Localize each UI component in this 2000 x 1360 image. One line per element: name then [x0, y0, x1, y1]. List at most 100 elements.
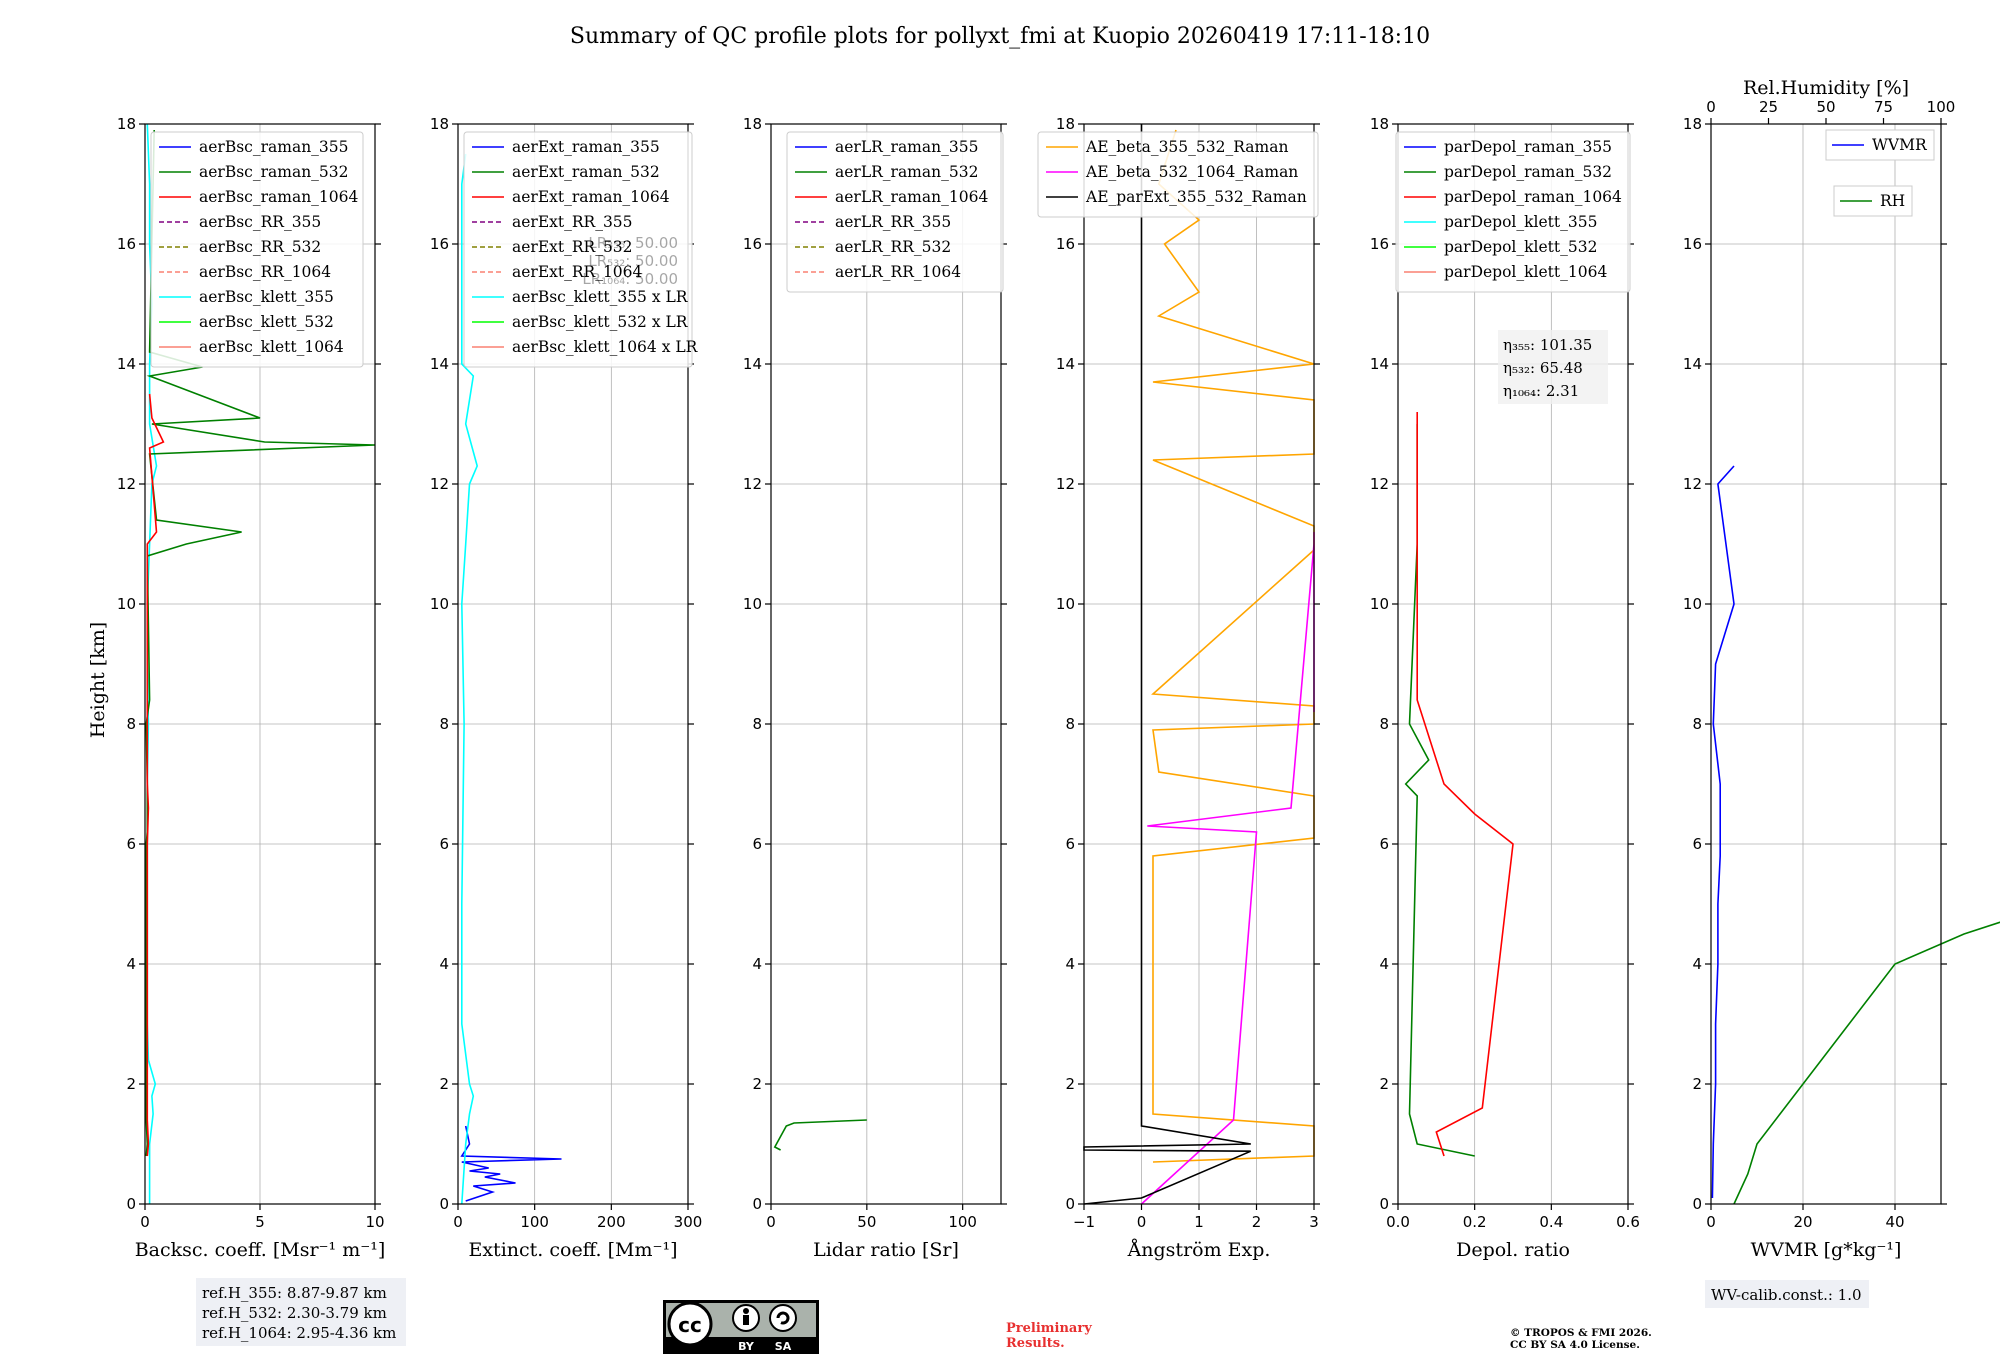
x-axis-label: Depol. ratio [1456, 1239, 1570, 1261]
ref-heights-box: ref.H_355: 8.87-9.87 km ref.H_532: 2.30-… [196, 1278, 406, 1346]
legend-label-aerbsc-klett-355-x-lr: aerBsc_klett_355 x LR [512, 288, 689, 306]
y-tick-label: 14 [1683, 355, 1702, 373]
y-tick-label: 4 [439, 955, 449, 973]
x-tick-label: 5 [255, 1213, 265, 1231]
x-tick-label: 50 [857, 1213, 876, 1231]
eta-label: η₅₃₂: 65.48 [1503, 359, 1583, 377]
y-tick-label: 18 [117, 115, 136, 133]
eta-label: η₁₀₆₄: 2.31 [1503, 382, 1579, 400]
legend-label-aerbsc-klett-1064: aerBsc_klett_1064 [199, 338, 344, 356]
y-tick-label: 14 [1370, 355, 1389, 373]
panel-extinction: 0 100 200 300 0 2 4 6 8 10 12 14 16 18 Extinct. coeff.… [430, 115, 702, 1261]
ref-height-355: ref.H_355: 8.87-9.87 km [202, 1284, 387, 1302]
legend-label-aerbsc-raman-532: aerBsc_raman_532 [199, 163, 349, 181]
x-tick-label: 0 [140, 1213, 150, 1231]
x-tick-label: 0.2 [1463, 1213, 1487, 1231]
legend-label-ae-beta-355-532-raman: AE_beta_355_532_Raman [1085, 138, 1288, 156]
legend-box [1037, 131, 1319, 218]
by-person-head [743, 1308, 749, 1314]
lr-label: LR₃₅₅: 50.00 [588, 234, 678, 252]
y-tick-label: 0 [1692, 1195, 1702, 1213]
copyright-line-1: © TROPOS & FMI 2026. [1510, 1327, 1652, 1339]
y-tick-label: 4 [126, 955, 136, 973]
y-tick-label: 10 [1370, 595, 1389, 613]
legend-label-aerext-rr-1064: aerExt_RR_1064 [512, 263, 643, 281]
ref-height-1064: ref.H_1064: 2.95-4.36 km [202, 1324, 396, 1342]
legend-label-aerbsc-raman-355: aerBsc_raman_355 [199, 138, 349, 156]
panel-water_vapor: 0 20 40 0 2 4 6 8 10 12 14 16 18 WVMR [g*kg⁻¹] 0 25 50 75… [1683, 77, 2000, 1261]
y-tick-label: 10 [117, 595, 136, 613]
panel-depolarization: 0.0 0.2 0.4 0.6 0 2 4 6 8 10 12 14 16 18 Depol. ratio p… [1370, 115, 1640, 1261]
figure-title: Summary of QC profile plots for pollyxt_… [570, 24, 1430, 49]
series-aerext-raman-355 [460, 1125, 562, 1202]
y-tick-label: 18 [743, 115, 762, 133]
x-tick-label: 0 [1706, 1213, 1716, 1231]
badge-sa-text: SA [775, 1340, 792, 1353]
axes-frame [770, 123, 1002, 1205]
legend-label-aerbsc-rr-532: aerBsc_RR_532 [199, 238, 321, 256]
x-axis-label: WVMR [g*kg⁻¹] [1751, 1239, 1902, 1261]
legend-label-aerext-raman-1064: aerExt_raman_1064 [512, 188, 670, 206]
y-tick-label: 0 [1379, 1195, 1389, 1213]
y-tick-label: 12 [1056, 475, 1075, 493]
y-tick-label: 14 [1056, 355, 1075, 373]
y-tick-label: 4 [1065, 955, 1075, 973]
x2-axis-label: Rel.Humidity [%] [1743, 77, 1909, 99]
legend-label-aerbsc-raman-1064: aerBsc_raman_1064 [199, 188, 359, 206]
x2-tick-label: 0 [1706, 98, 1716, 116]
y-tick-label: 10 [1056, 595, 1075, 613]
cc-icon-text: cc [678, 1313, 702, 1337]
y-tick-label: 18 [1683, 115, 1702, 133]
y-tick-label: 14 [430, 355, 449, 373]
legend-label-aerlr-raman-1064: aerLR_raman_1064 [835, 188, 988, 206]
y-axis-label: Height [km] [87, 622, 109, 738]
legend-label-aerext-raman-532: aerExt_raman_532 [512, 163, 660, 181]
lr-label: LR₁₀₆₄: 50.00 [582, 270, 678, 288]
x-tick-label: −1 [1073, 1213, 1095, 1231]
series-wvmr [1711, 465, 1735, 1199]
y-tick-label: 10 [1683, 595, 1702, 613]
series-ae-beta-532-1064-raman [1140, 532, 1315, 1205]
x-tick-label: 0.6 [1616, 1213, 1640, 1231]
wv-calib-box: WV-calib.const.: 1.0 [1705, 1280, 1869, 1308]
y-tick-label: 6 [1065, 835, 1075, 853]
legend-label-pardepol-raman-355: parDepol_raman_355 [1444, 138, 1612, 156]
preliminary-label-1: Preliminary [1006, 1321, 1092, 1336]
legend-label-ae-parext-355-532-raman: AE_parExt_355_532_Raman [1085, 188, 1307, 206]
y-tick-label: 6 [439, 835, 449, 853]
x-axis-label: Extinct. coeff. [Mm⁻¹] [468, 1239, 677, 1261]
y-tick-label: 2 [1692, 1075, 1702, 1093]
by-person-body [743, 1315, 749, 1325]
legend-label-aerlr-raman-355: aerLR_raman_355 [835, 138, 978, 156]
legend-label-pardepol-klett-355: parDepol_klett_355 [1444, 213, 1597, 231]
y-tick-label: 4 [1379, 955, 1389, 973]
legend-label-pardepol-klett-532: parDepol_klett_532 [1444, 238, 1597, 256]
panel-backscatter: 0 5 10 0 2 4 6 8 10 12 14 16 18 Backsc. coeff. [Msr⁻¹… [117, 115, 385, 1261]
y-tick-label: 4 [1692, 955, 1702, 973]
x-tick-label: 200 [597, 1213, 626, 1231]
y-tick-label: 16 [1056, 235, 1075, 253]
x-axis-label: Lidar ratio [Sr] [813, 1239, 959, 1261]
copyright-line-2: CC BY SA 4.0 License. [1510, 1339, 1640, 1351]
legend-label-aerbsc-klett-1064-x-lr: aerBsc_klett_1064 x LR [512, 338, 699, 356]
cc-icon [667, 1301, 713, 1347]
y-tick-label: 16 [117, 235, 136, 253]
series-aerbsc-raman-1064 [146, 393, 165, 1157]
y-tick-label: 12 [743, 475, 762, 493]
x-tick-label: 10 [365, 1213, 384, 1231]
series-ae-beta-355-532-raman [1151, 129, 1315, 1163]
y-tick-label: 2 [1379, 1075, 1389, 1093]
x-tick-label: 40 [1885, 1213, 1904, 1231]
x-tick-label: 2 [1252, 1213, 1262, 1231]
y-tick-label: 2 [439, 1075, 449, 1093]
y-tick-label: 18 [1056, 115, 1075, 133]
y-tick-label: 8 [439, 715, 449, 733]
x2-tick-label: 75 [1874, 98, 1893, 116]
x-tick-label: 300 [674, 1213, 703, 1231]
y-tick-label: 18 [430, 115, 449, 133]
x-axis-label: Ångström Exp. [1127, 1239, 1271, 1261]
y-tick-label: 6 [752, 835, 762, 853]
preliminary-label-2: Results. [1006, 1336, 1065, 1351]
